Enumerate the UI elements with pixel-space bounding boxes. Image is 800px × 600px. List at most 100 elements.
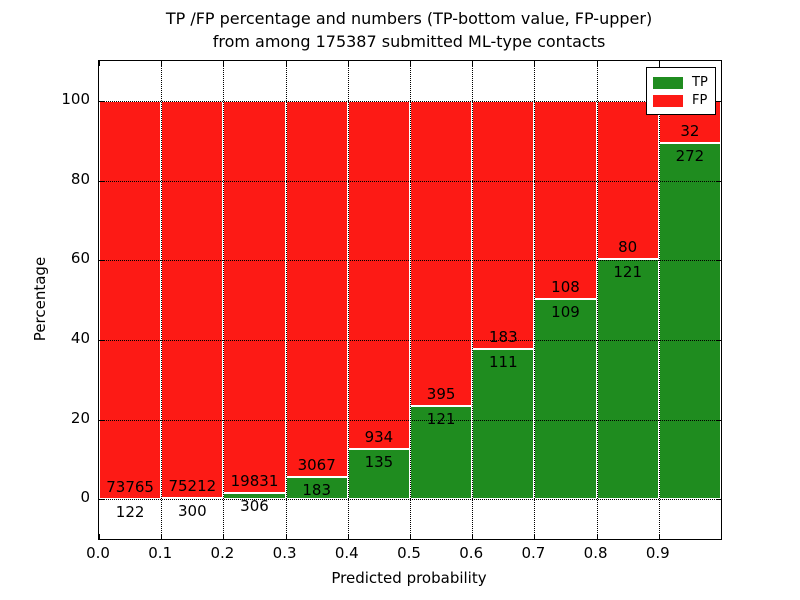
x-gridline [285, 61, 287, 539]
y-tick-mark [716, 260, 721, 262]
fp-bar-segment [410, 100, 473, 406]
x-tick-label: 0.6 [459, 544, 484, 562]
fp-bar-segment [223, 100, 286, 494]
x-tick-mark [161, 534, 163, 539]
y-tick-label: 100 [61, 89, 90, 108]
tp-count-label: 183 [302, 480, 332, 499]
x-tick-mark [472, 534, 474, 539]
y-gridline [99, 499, 721, 501]
tp-count-label: 121 [613, 263, 643, 282]
x-tick-mark [99, 61, 100, 66]
y-gridline [99, 180, 721, 182]
legend-entry: FP [653, 92, 709, 109]
x-gridline [658, 61, 660, 539]
fp-bar-segment [472, 100, 535, 349]
tp-count-label: 109 [551, 303, 580, 322]
x-tick-mark [534, 534, 536, 539]
x-gridline [534, 61, 536, 539]
fp-bar-segment [534, 100, 597, 300]
y-tick-mark [99, 339, 104, 341]
y-tick-mark [716, 499, 721, 501]
y-tick-label: 60 [70, 249, 90, 268]
tp-count-label: 306 [240, 497, 269, 516]
plot-area: 73765 122 75212 300 19831 306 3067 183 934 135 395… [98, 60, 722, 540]
x-gridline [410, 61, 411, 539]
fp-count-label: 183 [488, 327, 518, 346]
tp-bar-segment [596, 259, 659, 500]
fp-bar-segment [285, 100, 348, 477]
x-tick-label: 0.5 [397, 544, 421, 562]
fp-count-label: 32 [680, 121, 700, 140]
tp-bar-segment [410, 405, 473, 500]
fp-count-label: 73765 [106, 477, 154, 496]
x-tick-mark [223, 534, 225, 539]
x-tick-mark [596, 61, 598, 66]
x-tick-mark [99, 534, 100, 539]
legend: TP FP [646, 67, 716, 115]
x-tick-label: 0.0 [86, 544, 110, 562]
y-tick-label: 0 [80, 488, 90, 507]
x-tick-mark [472, 61, 474, 66]
x-gridline [596, 61, 598, 539]
x-tick-mark [285, 534, 287, 539]
chart-title: TP /FP percentage and numbers (TP-bottom… [98, 7, 720, 53]
tp-bar-segment [472, 348, 535, 500]
x-tick-mark [410, 534, 411, 539]
x-tick-label: 0.1 [148, 544, 173, 562]
tp-bar-segment [534, 299, 597, 500]
x-tick-mark [658, 61, 660, 66]
x-tick-label: 0.9 [645, 544, 670, 562]
y-tick-mark [99, 260, 104, 262]
fp-bar-segment [347, 100, 410, 449]
y-tick-mark [716, 419, 721, 421]
y-tick-mark [99, 419, 104, 421]
y-tick-mark [99, 100, 104, 102]
x-gridline [161, 61, 163, 539]
legend-label: TP [692, 75, 708, 90]
chart-title-line2: from among 175387 submitted ML-type cont… [212, 32, 606, 51]
x-tick-label: 0.8 [583, 544, 608, 562]
fp-count-label: 395 [426, 384, 456, 403]
x-tick-mark [347, 534, 349, 539]
fp-count-label: 108 [551, 278, 580, 297]
y-tick-mark [716, 339, 721, 341]
x-tick-label: 0.4 [334, 544, 359, 562]
fp-legend-swatch [653, 94, 683, 107]
x-tick-label: 0.2 [210, 544, 235, 562]
tp-count-label: 300 [177, 501, 207, 520]
y-tick-label: 20 [70, 408, 90, 427]
x-tick-mark [658, 534, 660, 539]
x-gridline [223, 61, 225, 539]
tp-count-label: 135 [364, 452, 394, 471]
chart-title-line1: TP /FP percentage and numbers (TP-bottom… [165, 9, 653, 28]
tp-count-label: 122 [115, 502, 145, 521]
x-tick-mark [410, 61, 411, 66]
x-tick-mark [223, 61, 225, 66]
tp-count-label: 121 [426, 409, 456, 428]
x-tick-label: 0.3 [272, 544, 297, 562]
tp-count-label: 272 [675, 146, 705, 165]
fp-count-label: 19831 [230, 472, 279, 491]
x-tick-mark [285, 61, 287, 66]
y-gridline [99, 339, 721, 341]
y-tick-mark [716, 180, 721, 182]
legend-entry: TP [653, 74, 709, 91]
x-tick-mark [161, 61, 163, 66]
y-tick-label: 40 [70, 328, 90, 347]
tp-bar-segment [658, 142, 721, 500]
tp-legend-swatch [653, 76, 683, 89]
x-tick-mark [347, 61, 349, 66]
fp-count-label: 75212 [168, 476, 217, 495]
fp-bar-segment [596, 100, 659, 260]
fp-count-label: 934 [364, 427, 394, 446]
y-tick-label: 80 [70, 169, 90, 188]
fp-bar-segment [161, 100, 224, 498]
legend-label: FP [692, 93, 708, 108]
tp-count-label: 111 [488, 352, 518, 371]
fp-count-label: 80 [618, 238, 638, 257]
x-tick-label: 0.7 [521, 544, 546, 562]
fp-bar-segment [99, 100, 162, 499]
x-tick-mark [596, 534, 598, 539]
x-gridline [347, 61, 349, 539]
